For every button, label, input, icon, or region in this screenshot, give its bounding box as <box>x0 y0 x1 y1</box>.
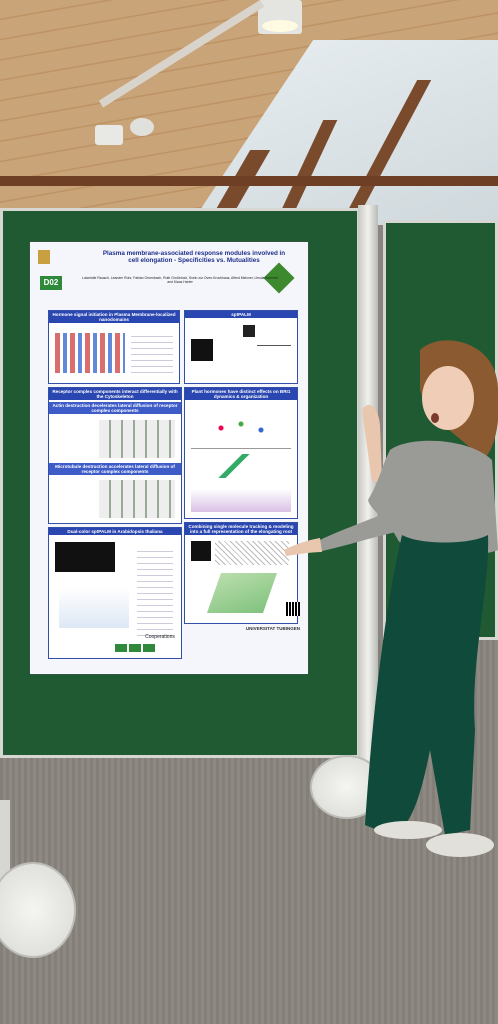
membrane-diagram <box>55 333 125 373</box>
microscopy-image <box>191 541 211 561</box>
3d-root-model <box>207 573 277 613</box>
distribution-plot <box>59 588 129 628</box>
gray-sweater <box>368 440 498 556</box>
green-trousers <box>365 535 489 835</box>
person-presenting <box>284 340 498 857</box>
cooperation-badges <box>115 644 155 652</box>
poster-id-badge: D02 <box>40 276 62 290</box>
poster-authors: Luiselotte Rausch, Leander Rohr, Fabian … <box>81 276 279 285</box>
cooperations-label: Cooperations <box>145 634 175 640</box>
microscopy-image <box>191 339 213 361</box>
receptor-panel: Receptor complex components interact dif… <box>48 387 182 524</box>
open-mouth <box>431 413 439 423</box>
bullet-text-block <box>131 333 173 373</box>
panel-header: Hormone signal initiation in Plasma Memb… <box>49 311 179 324</box>
logo-icon <box>38 250 50 264</box>
panel-subheader: Actin destruction decelerates lateral di… <box>49 402 181 415</box>
panel-subheader: Microtubule destruction accelerates late… <box>49 463 181 476</box>
hormone-panel: Hormone signal initiation in Plasma Memb… <box>48 310 180 384</box>
sweater-sleeve <box>318 510 405 552</box>
sneaker-right <box>426 833 494 857</box>
poster-title: Plasma membrane-associated response modu… <box>102 250 286 265</box>
ceiling-sensor <box>130 118 154 136</box>
boxplot-figure <box>99 420 175 458</box>
hormone-effects-panel: Plant hormones have distinct effects on … <box>184 387 298 519</box>
arrow-diagram <box>195 454 275 478</box>
ceiling-spotlight <box>95 125 123 145</box>
boxplot-figure <box>99 480 175 518</box>
face <box>422 366 474 430</box>
bullet-text-block <box>137 546 173 636</box>
schematic-plot <box>257 325 291 346</box>
lamp-light <box>262 20 298 32</box>
university-logo-text: UNIVERSITAT TUBINGEN <box>245 626 300 631</box>
panel-header: Receptor complex components interact dif… <box>49 388 181 401</box>
ceiling-frame <box>0 176 498 186</box>
density-plots <box>191 486 291 512</box>
panel-header: Dual-color sptPALM in Arabidopsis thalia… <box>49 528 181 536</box>
pointing-hand <box>284 538 322 556</box>
board-pole <box>358 205 378 815</box>
board-stand-base <box>0 862 76 958</box>
sneaker-left <box>374 821 442 839</box>
modeling-panel: Combining single molecule tracking & mod… <box>184 522 298 624</box>
dot-plot <box>191 408 291 449</box>
microscopy-image <box>243 325 255 337</box>
model-diagram <box>215 541 289 565</box>
microscopy-image <box>55 542 115 572</box>
panel-header: Plant hormones have distinct effects on … <box>185 388 297 401</box>
board-leg <box>0 800 10 910</box>
panel-header: Combining single molecule tracking & mod… <box>185 523 297 536</box>
raised-hand <box>362 405 382 482</box>
dualcolor-panel: Dual-color sptPALM in Arabidopsis thalia… <box>48 527 182 659</box>
sptpalm-panel: sptPALM <box>184 310 298 384</box>
scientific-poster: Plasma membrane-associated response modu… <box>30 242 308 674</box>
panel-header: sptPALM <box>185 311 297 319</box>
qr-code-icon <box>286 602 300 616</box>
